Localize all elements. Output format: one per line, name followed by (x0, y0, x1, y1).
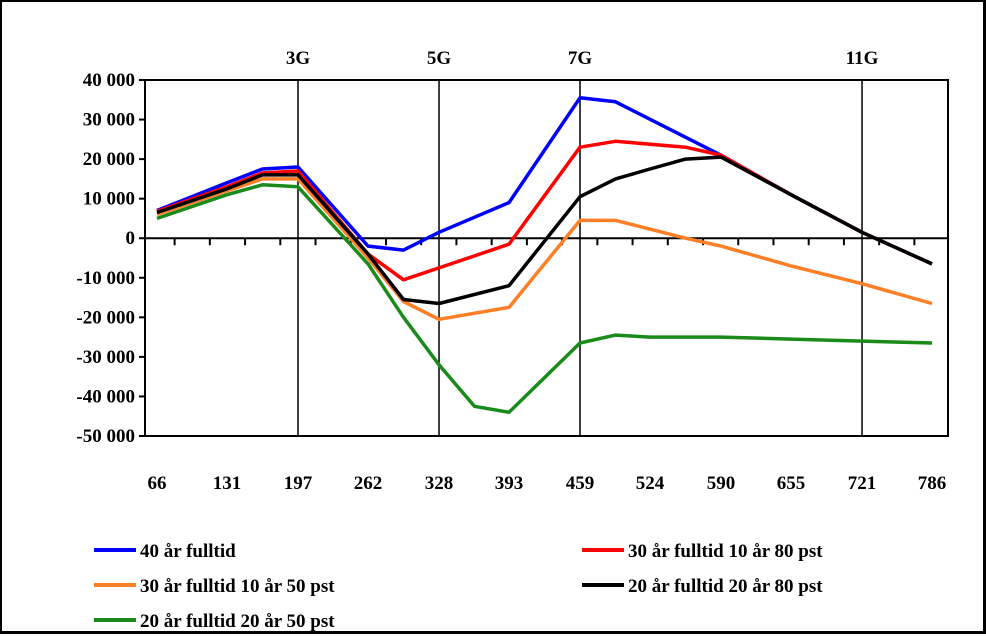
y-tick-label: -50 000 (76, 426, 135, 447)
y-tick-label: 10 000 (83, 189, 135, 210)
legend-label: 20 år fulltid 20 år 50 pst (140, 611, 335, 631)
x-tick-label: 328 (425, 473, 454, 494)
legend: 40 år fulltid 30 år fulltid 10 år 80 pst 3… (94, 541, 823, 632)
x-tick-label: 262 (354, 473, 383, 494)
x-tick-label: 66 (148, 473, 167, 494)
generation-label: 3G (286, 48, 311, 69)
legend-label: 30 år fulltid 10 år 50 pst (140, 576, 335, 597)
x-tick-label: 655 (777, 473, 806, 494)
series-line (156, 183, 933, 415)
legend-label: 30 år fulltid 10 år 80 pst (628, 541, 823, 562)
plot-border (144, 79, 949, 437)
y-tick-label: 0 (126, 228, 136, 249)
y-tick-label: -40 000 (76, 386, 135, 407)
y-tick-label: 30 000 (83, 110, 135, 131)
y-tick-label: -30 000 (76, 347, 135, 368)
x-tick-label: 393 (495, 473, 524, 494)
series-line (156, 155, 933, 306)
x-tick-label: 524 (636, 473, 665, 494)
plot-area: 40 000 30 000 20 000 10 000 0 -10 000 -20 000 -… (76, 48, 949, 494)
x-tick-label: 721 (848, 473, 877, 494)
x-tick-label: 131 (213, 473, 242, 494)
x-tick-label: 590 (707, 473, 736, 494)
generation-label: 11G (846, 48, 879, 69)
y-tick-label: 40 000 (83, 70, 135, 91)
legend-label: 40 år fulltid (140, 541, 236, 562)
x-tick-label: 459 (566, 473, 595, 494)
y-tick-label: 20 000 (83, 149, 135, 170)
series-line (156, 177, 933, 322)
y-tick-label: -10 000 (76, 268, 135, 289)
generation-label: 5G (427, 48, 452, 69)
x-tick-label: 786 (918, 473, 947, 494)
series-line (156, 139, 933, 282)
legend-label: 20 år fulltid 20 år 80 pst (628, 576, 823, 597)
x-tick-label: 197 (284, 473, 313, 494)
generation-label: 7G (568, 48, 593, 69)
y-tick-label: -20 000 (76, 307, 135, 328)
